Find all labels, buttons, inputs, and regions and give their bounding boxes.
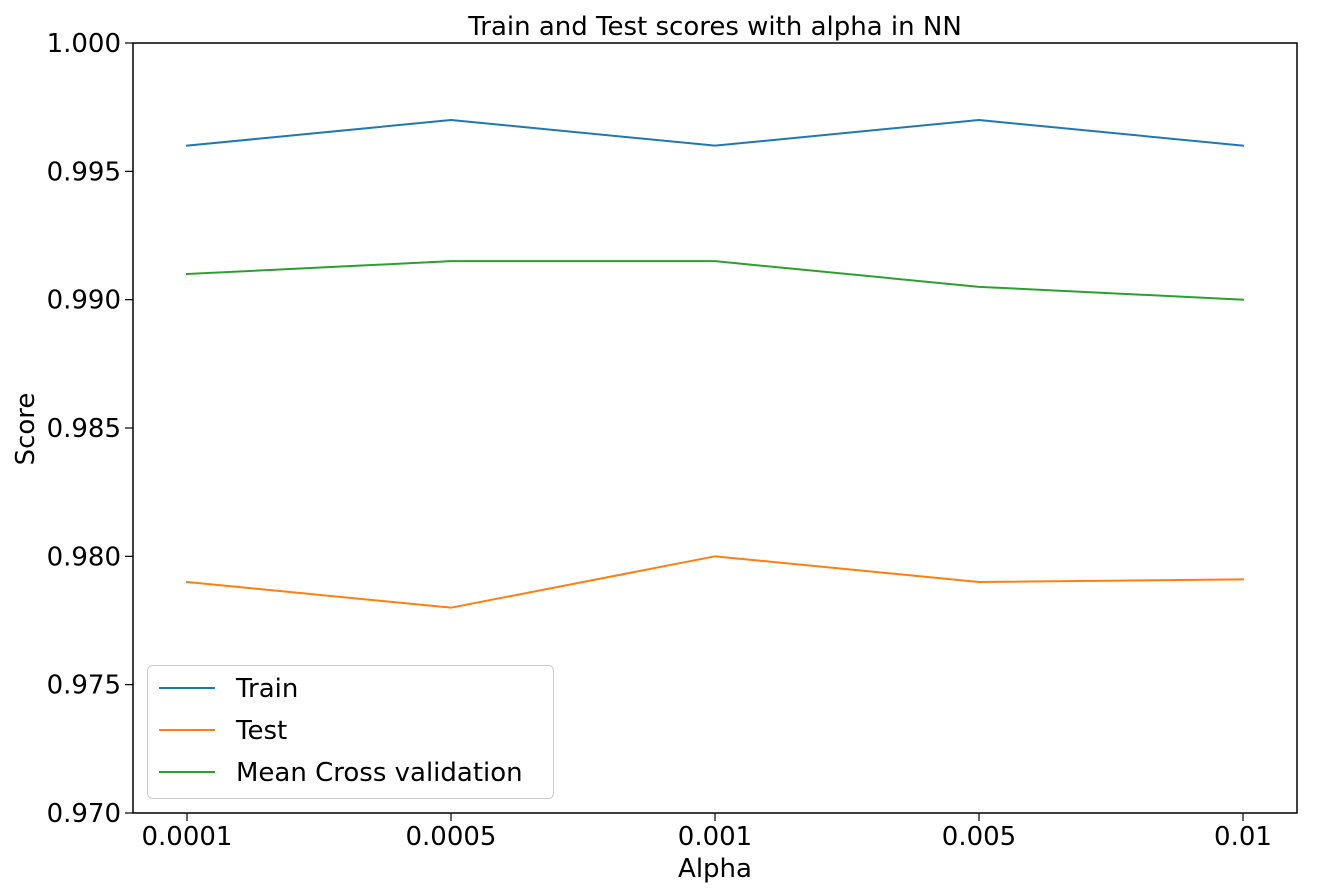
y-axis-ticks: 0.970 0.975 0.980 0.985 0.990 0.995 1.000 bbox=[47, 29, 133, 829]
chart-title: Train and Test scores with alpha in NN bbox=[467, 12, 962, 42]
y-tick-label: 0.970 bbox=[47, 799, 121, 829]
legend-box bbox=[147, 665, 554, 799]
y-tick-label: 0.990 bbox=[47, 286, 121, 316]
y-axis-label: Score bbox=[11, 393, 41, 466]
y-tick-label: 0.995 bbox=[47, 157, 121, 187]
series-line-train bbox=[185, 119, 1245, 147]
x-tick-label: 0.005 bbox=[942, 822, 1016, 852]
x-tick-label: 0.0001 bbox=[142, 822, 233, 852]
y-tick-label: 0.975 bbox=[47, 671, 121, 701]
legend-label: Mean Cross validation bbox=[236, 758, 523, 788]
series-line-mean-cross-validation bbox=[185, 260, 1245, 301]
y-tick-label: 1.000 bbox=[47, 29, 121, 59]
x-tick-label: 0.01 bbox=[1214, 822, 1272, 852]
legend: Train Test Mean Cross validation bbox=[147, 665, 554, 799]
plot-area-frame bbox=[132, 42, 1298, 814]
x-axis-label: Alpha bbox=[678, 854, 752, 884]
legend-label: Test bbox=[235, 716, 287, 746]
x-tick-label: 0.001 bbox=[678, 822, 752, 852]
legend-label: Train bbox=[235, 674, 298, 704]
x-axis-ticks: 0.0001 0.0005 0.001 0.005 0.01 bbox=[142, 813, 1272, 852]
series-layer bbox=[185, 119, 1245, 609]
x-tick-label: 0.0005 bbox=[406, 822, 497, 852]
y-tick-label: 0.985 bbox=[47, 414, 121, 444]
y-tick-label: 0.980 bbox=[47, 542, 121, 572]
series-line-test bbox=[185, 555, 1245, 609]
